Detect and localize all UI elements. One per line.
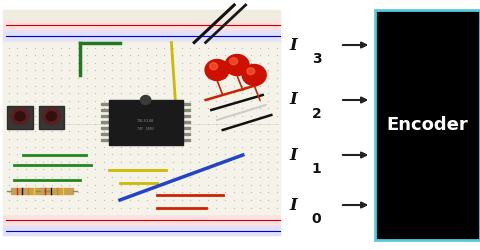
Bar: [3, 226, 280, 235]
Bar: [183, 121, 190, 123]
Circle shape: [247, 68, 255, 75]
Circle shape: [210, 63, 217, 70]
Text: I: I: [289, 36, 297, 54]
Text: 74F 3893: 74F 3893: [137, 127, 154, 131]
Text: 74LS148: 74LS148: [137, 119, 155, 123]
Bar: [183, 115, 190, 117]
Bar: [183, 109, 190, 111]
Bar: [3, 216, 280, 225]
Circle shape: [225, 54, 249, 76]
Bar: [108, 100, 183, 145]
Circle shape: [242, 64, 266, 86]
Circle shape: [11, 108, 29, 124]
Bar: [7, 106, 33, 129]
Bar: [40, 188, 73, 194]
Bar: [3, 31, 280, 40]
Circle shape: [141, 96, 151, 104]
Bar: [101, 121, 108, 123]
Bar: [375, 10, 480, 240]
Bar: [101, 109, 108, 111]
Circle shape: [46, 112, 57, 121]
Text: I: I: [289, 196, 297, 214]
Bar: [3, 21, 280, 30]
Text: Encoder: Encoder: [386, 116, 468, 134]
Text: I: I: [289, 146, 297, 164]
Bar: [101, 103, 108, 105]
Bar: [183, 139, 190, 141]
Text: 1: 1: [312, 162, 322, 176]
Circle shape: [15, 112, 25, 121]
Bar: [101, 139, 108, 141]
Bar: [101, 127, 108, 129]
Bar: [183, 133, 190, 135]
Text: 0: 0: [312, 212, 322, 226]
Bar: [38, 106, 64, 129]
Bar: [183, 103, 190, 105]
Text: 3: 3: [312, 52, 322, 66]
Text: I: I: [289, 92, 297, 108]
Circle shape: [42, 108, 60, 124]
Bar: [3, 42, 280, 214]
Bar: [101, 115, 108, 117]
Bar: [12, 188, 44, 194]
Circle shape: [229, 58, 238, 65]
Bar: [101, 133, 108, 135]
Circle shape: [205, 60, 229, 80]
Text: 2: 2: [312, 107, 322, 121]
Bar: [183, 127, 190, 129]
